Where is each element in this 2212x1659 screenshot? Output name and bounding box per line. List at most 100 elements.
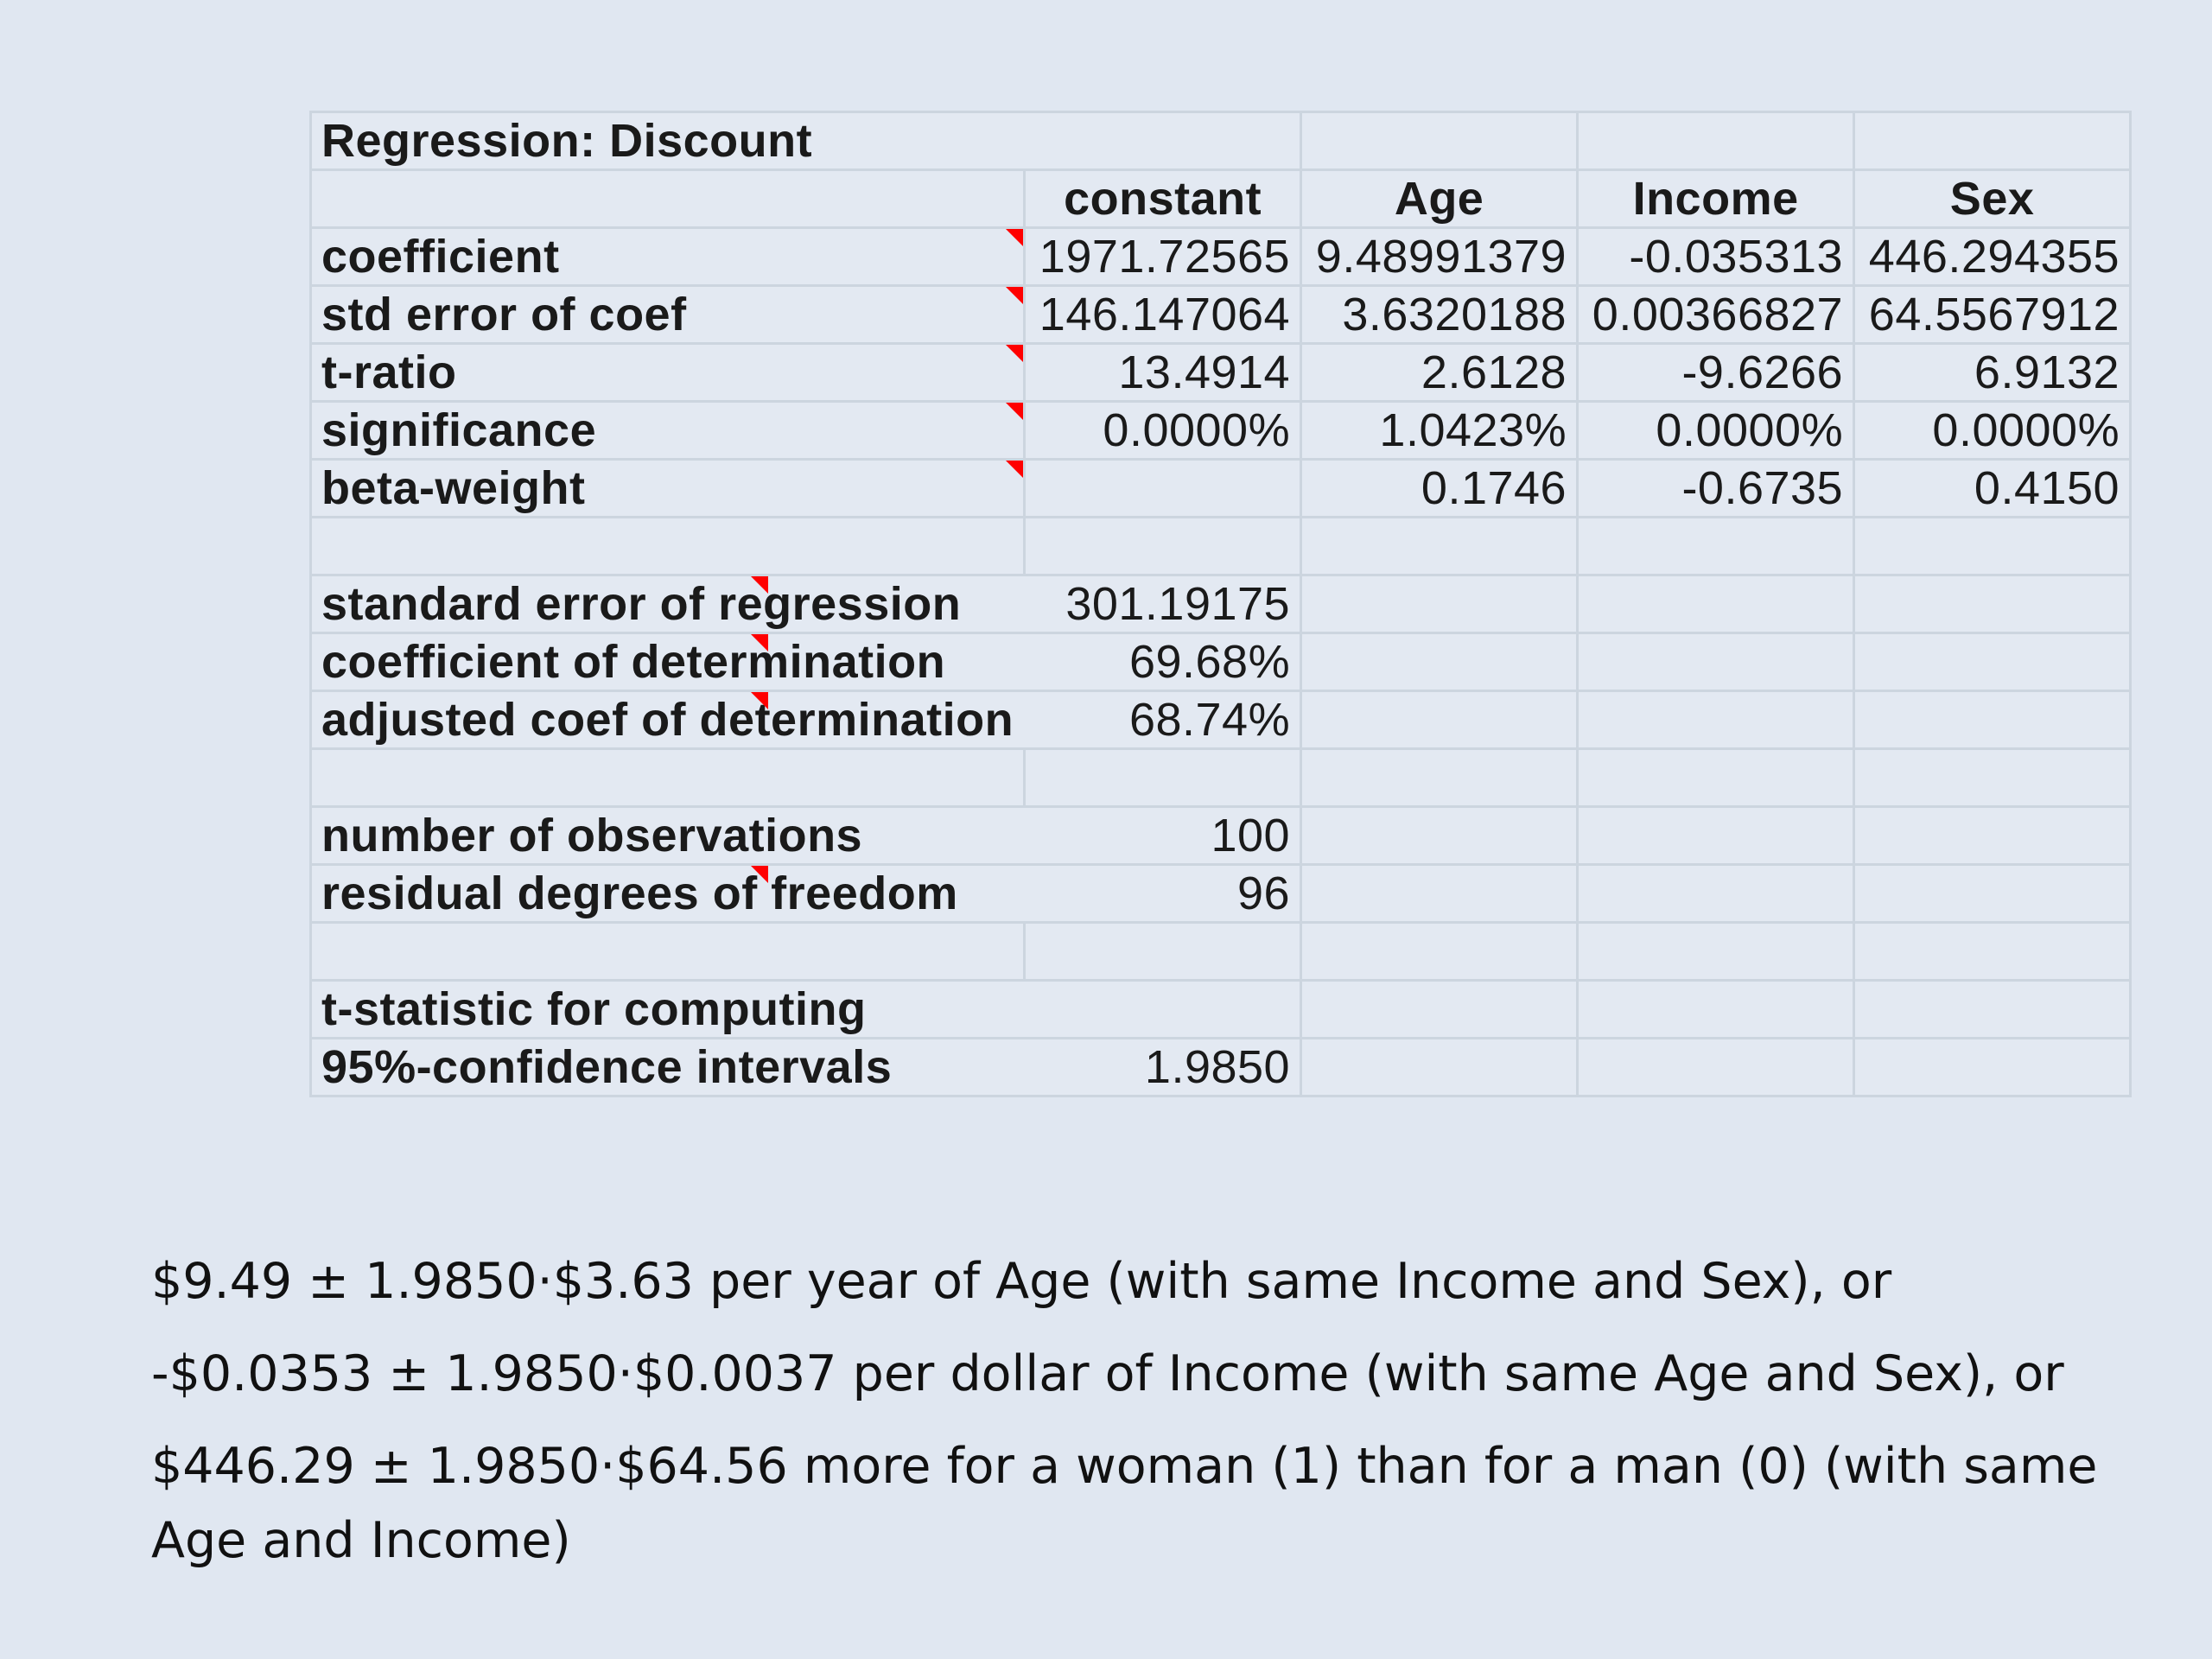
table-cell[interactable] bbox=[1576, 516, 1856, 576]
tstat-value[interactable]: 1.9850 bbox=[1023, 1037, 1303, 1097]
value-cell[interactable]: 0.0000% bbox=[1853, 400, 2133, 461]
row-label: std error of coef bbox=[321, 289, 687, 340]
table-cell[interactable] bbox=[1576, 1037, 1856, 1097]
table-cell[interactable] bbox=[1300, 516, 1580, 576]
observations-row: number of observations 100 bbox=[308, 805, 2133, 866]
summary-value[interactable]: 301.19175 bbox=[1023, 574, 1303, 634]
comment-indicator-icon[interactable] bbox=[751, 576, 768, 594]
comment-indicator-icon[interactable] bbox=[1006, 403, 1024, 420]
table-cell[interactable] bbox=[1853, 1037, 2133, 1097]
value-cell[interactable]: -0.6735 bbox=[1576, 458, 1856, 518]
table-cell[interactable] bbox=[1576, 632, 1856, 692]
value-cell[interactable]: 1971.72565 bbox=[1023, 226, 1303, 287]
summary-label-cell[interactable]: standard error of regression bbox=[308, 574, 1025, 634]
observations-label-cell[interactable]: residual degrees of freedom bbox=[308, 863, 1025, 924]
table-cell[interactable] bbox=[1853, 632, 2133, 692]
table-cell[interactable] bbox=[308, 747, 1027, 808]
summary-label-cell[interactable]: adjusted coef of determination bbox=[308, 690, 1025, 750]
observations-value[interactable]: 96 bbox=[1023, 863, 1303, 924]
table-cell[interactable] bbox=[1023, 747, 1303, 808]
value-cell[interactable]: 6.9132 bbox=[1853, 342, 2133, 403]
table-cell[interactable] bbox=[1576, 690, 1856, 750]
row-label-cell[interactable]: beta-weight bbox=[308, 458, 1027, 518]
comment-indicator-icon[interactable] bbox=[1006, 229, 1024, 246]
table-cell[interactable] bbox=[1576, 805, 1856, 866]
row-label-cell[interactable]: significance bbox=[308, 400, 1027, 461]
observations-value[interactable]: 100 bbox=[1023, 805, 1303, 866]
column-header-age[interactable]: Age bbox=[1300, 168, 1580, 229]
table-cell[interactable] bbox=[1853, 921, 2133, 982]
table-cell[interactable] bbox=[308, 516, 1027, 576]
table-cell[interactable] bbox=[308, 921, 1027, 982]
column-header-income[interactable]: Income bbox=[1576, 168, 1856, 229]
table-cell[interactable] bbox=[308, 168, 1027, 229]
column-header-constant[interactable]: constant bbox=[1023, 168, 1303, 229]
value-cell[interactable]: 2.6128 bbox=[1300, 342, 1580, 403]
row-label-cell[interactable]: t-ratio bbox=[308, 342, 1027, 403]
value-cell[interactable]: 0.0000% bbox=[1576, 400, 1856, 461]
table-cell[interactable] bbox=[1853, 574, 2133, 634]
value-cell[interactable]: -0.035313 bbox=[1576, 226, 1856, 287]
table-row: significance 0.0000% 1.0423% 0.0000% 0.0… bbox=[308, 400, 2133, 461]
value-cell[interactable]: 13.4914 bbox=[1023, 342, 1303, 403]
observations-label: number of observations bbox=[321, 810, 863, 861]
confidence-interval-notes: $9.49 ± 1.9850·$3.63 per year of Age (wi… bbox=[151, 1244, 2139, 1578]
row-label-cell[interactable]: std error of coef bbox=[308, 284, 1027, 345]
table-cell[interactable] bbox=[1300, 863, 1580, 924]
table-cell[interactable] bbox=[1300, 574, 1580, 634]
value-cell[interactable]: 9.48991379 bbox=[1300, 226, 1580, 287]
value-cell[interactable]: 0.4150 bbox=[1853, 458, 2133, 518]
column-header-sex[interactable]: Sex bbox=[1853, 168, 2133, 229]
summary-label-cell[interactable]: coefficient of determination bbox=[308, 632, 1025, 692]
table-cell[interactable] bbox=[1023, 111, 1303, 171]
table-cell[interactable] bbox=[1023, 921, 1303, 982]
summary-value[interactable]: 68.74% bbox=[1023, 690, 1303, 750]
table-cell[interactable] bbox=[1300, 921, 1580, 982]
table-cell[interactable] bbox=[1023, 516, 1303, 576]
comment-indicator-icon[interactable] bbox=[1006, 287, 1024, 304]
table-cell[interactable] bbox=[1853, 747, 2133, 808]
value-cell[interactable]: 0.0000% bbox=[1023, 400, 1303, 461]
comment-indicator-icon[interactable] bbox=[751, 692, 768, 709]
value-cell[interactable]: 64.5567912 bbox=[1853, 284, 2133, 345]
note-sex: $446.29 ± 1.9850·$64.56 more for a woman… bbox=[151, 1438, 2098, 1569]
comment-indicator-icon[interactable] bbox=[1006, 461, 1024, 478]
comment-indicator-icon[interactable] bbox=[1006, 345, 1024, 362]
value-cell[interactable]: 146.147064 bbox=[1023, 284, 1303, 345]
row-label-cell[interactable]: coefficient bbox=[308, 226, 1027, 287]
value-cell[interactable]: 0.1746 bbox=[1300, 458, 1580, 518]
table-title-cell[interactable]: Regression: Discount bbox=[308, 111, 1025, 171]
value-cell[interactable]: -9.6266 bbox=[1576, 342, 1856, 403]
table-cell[interactable] bbox=[1853, 863, 2133, 924]
table-cell[interactable] bbox=[1576, 574, 1856, 634]
value-cell[interactable]: 3.6320188 bbox=[1300, 284, 1580, 345]
table-cell[interactable] bbox=[1576, 747, 1856, 808]
value-cell[interactable]: 446.294355 bbox=[1853, 226, 2133, 287]
summary-value[interactable]: 69.68% bbox=[1023, 632, 1303, 692]
observations-label-cell[interactable]: number of observations bbox=[308, 805, 1025, 866]
table-cell[interactable] bbox=[1853, 979, 2133, 1039]
comment-indicator-icon[interactable] bbox=[751, 634, 768, 652]
table-cell[interactable] bbox=[1300, 111, 1580, 171]
table-cell[interactable] bbox=[1300, 1037, 1580, 1097]
table-cell[interactable] bbox=[1576, 863, 1856, 924]
table-cell[interactable] bbox=[1300, 805, 1580, 866]
value-cell[interactable]: 1.0423% bbox=[1300, 400, 1580, 461]
table-cell[interactable] bbox=[1576, 921, 1856, 982]
table-cell[interactable] bbox=[1300, 690, 1580, 750]
table-cell[interactable] bbox=[1300, 979, 1580, 1039]
table-cell[interactable] bbox=[1853, 805, 2133, 866]
table-cell[interactable] bbox=[1576, 979, 1856, 1039]
tstat-label-cell[interactable]: t-statistic for computing bbox=[308, 979, 1025, 1039]
tstat-label-cell[interactable]: 95%-confidence intervals bbox=[308, 1037, 1025, 1097]
table-cell[interactable] bbox=[1576, 111, 1856, 171]
table-cell[interactable] bbox=[1300, 632, 1580, 692]
table-cell[interactable] bbox=[1853, 111, 2133, 171]
table-cell[interactable] bbox=[1853, 516, 2133, 576]
table-cell[interactable] bbox=[1300, 747, 1580, 808]
comment-indicator-icon[interactable] bbox=[751, 866, 768, 883]
value-cell[interactable]: 0.00366827 bbox=[1576, 284, 1856, 345]
value-cell[interactable] bbox=[1023, 458, 1303, 518]
table-cell[interactable] bbox=[1853, 690, 2133, 750]
table-cell[interactable] bbox=[1023, 979, 1303, 1039]
